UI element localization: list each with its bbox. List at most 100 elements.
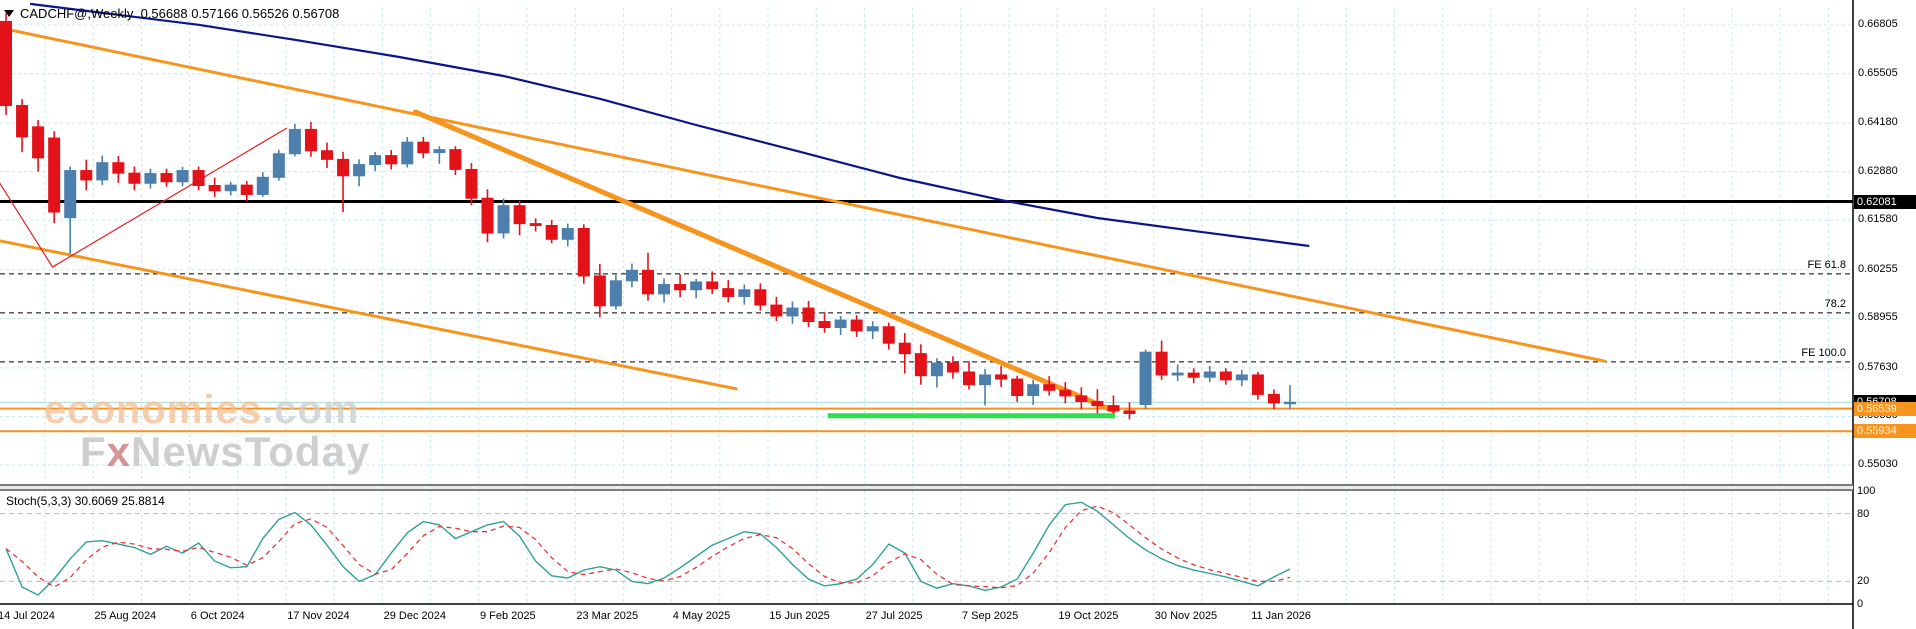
candle-body[interactable] (192, 170, 205, 187)
candle-body[interactable] (272, 153, 285, 178)
candle-body[interactable] (1203, 371, 1216, 378)
candle-body[interactable] (144, 173, 157, 184)
stoch-d-line[interactable] (5, 505, 1291, 589)
candle-body[interactable] (1235, 374, 1248, 381)
zigzag-line[interactable] (0, 127, 288, 268)
candle-body[interactable] (176, 170, 189, 183)
trendline-steep-resistance[interactable] (412, 109, 1116, 414)
candle-body[interactable] (738, 289, 751, 297)
x-axis-date-label[interactable]: 23 Mar 2025 (576, 610, 639, 622)
stoch-k-line[interactable] (5, 501, 1291, 596)
candle-body[interactable] (224, 184, 237, 192)
panel-separator[interactable] (0, 484, 1853, 491)
candle-body[interactable] (481, 197, 494, 234)
candle-body[interactable] (288, 128, 301, 155)
candle-body[interactable] (1187, 372, 1200, 378)
candle-body[interactable] (802, 307, 815, 323)
x-axis-date-label[interactable]: 14 Jul 2024 (0, 610, 55, 622)
candle-body[interactable] (417, 141, 430, 154)
candle-body[interactable] (256, 176, 269, 195)
x-axis-date-label[interactable]: 29 Dec 2024 (383, 610, 446, 622)
candle-body[interactable] (513, 205, 526, 225)
candle-body[interactable] (32, 126, 45, 159)
x-axis-date-label[interactable]: 19 Oct 2025 (1058, 610, 1119, 622)
candle-body[interactable] (1251, 374, 1264, 395)
candle-body[interactable] (497, 205, 510, 234)
candle-body[interactable] (1091, 401, 1104, 407)
x-axis-date-label[interactable]: 6 Oct 2024 (190, 610, 245, 622)
candle-body[interactable] (898, 342, 911, 355)
candle-body[interactable] (674, 284, 687, 291)
ma-line[interactable] (29, 2, 1310, 248)
candle-body[interactable] (1027, 384, 1040, 397)
candle-body[interactable] (160, 173, 173, 183)
candle-body[interactable] (577, 227, 590, 277)
symbol-dropdown-icon[interactable] (4, 10, 14, 17)
candle-body[interactable] (401, 141, 414, 165)
candle-body[interactable] (850, 319, 863, 332)
candle-body[interactable] (1059, 389, 1072, 397)
candle-body[interactable] (882, 326, 895, 344)
x-axis-date-label[interactable]: 7 Sep 2025 (962, 610, 1019, 622)
candle-body[interactable] (946, 362, 959, 373)
candle-body[interactable] (593, 275, 606, 307)
candle-body[interactable] (80, 170, 93, 181)
candle-body[interactable] (706, 281, 719, 290)
candle-body[interactable] (963, 371, 975, 386)
candle-body[interactable] (96, 162, 109, 181)
candle-body[interactable] (1043, 384, 1056, 391)
candle-body[interactable] (995, 374, 1008, 380)
candle-body[interactable] (690, 281, 703, 291)
candle-body[interactable] (433, 149, 446, 154)
candle-body[interactable] (866, 326, 879, 332)
candle-body[interactable] (1171, 372, 1184, 376)
candle-body[interactable] (128, 172, 141, 184)
candle-body[interactable] (914, 353, 927, 377)
x-axis-date-label[interactable]: 27 Jul 2025 (865, 610, 923, 622)
candle-body[interactable] (770, 304, 783, 317)
candle-body[interactable] (112, 162, 125, 174)
candle-body[interactable] (1155, 351, 1168, 376)
candle-body[interactable] (834, 319, 847, 329)
candle-body[interactable] (304, 128, 317, 152)
candle-body[interactable] (1139, 351, 1152, 405)
x-axis-date-label[interactable]: 17 Nov 2024 (287, 610, 350, 622)
candle-body[interactable] (1219, 371, 1232, 381)
candle-body[interactable] (449, 149, 462, 170)
candle-body[interactable] (609, 280, 622, 307)
candle-body[interactable] (642, 269, 654, 295)
candle-body[interactable] (0, 20, 12, 107)
candle-body[interactable] (208, 185, 221, 192)
candle-body[interactable] (321, 150, 333, 160)
candle-body[interactable] (240, 184, 253, 195)
candle-body[interactable] (1075, 395, 1088, 403)
candle-body[interactable] (385, 155, 398, 165)
candle-body[interactable] (545, 224, 558, 240)
candle-body[interactable] (658, 284, 671, 295)
candle-body[interactable] (722, 288, 735, 297)
candle-body[interactable] (1107, 405, 1120, 412)
candle-body[interactable] (1123, 410, 1136, 414)
candle-body[interactable] (979, 374, 992, 386)
x-axis-date-label[interactable]: 30 Nov 2025 (1154, 610, 1218, 622)
trendline-lower-channel[interactable] (0, 239, 738, 391)
candle-body[interactable] (48, 137, 61, 213)
candle-body[interactable] (786, 307, 799, 317)
candle-body[interactable] (1011, 378, 1024, 397)
candle-body[interactable] (561, 227, 574, 240)
candle-body[interactable] (930, 362, 943, 377)
candle-body[interactable] (529, 223, 542, 226)
candle-body[interactable] (337, 158, 350, 177)
candle-body[interactable] (64, 170, 77, 219)
candle-body[interactable] (1284, 401, 1296, 405)
candle-body[interactable] (625, 269, 638, 282)
trendline-upper-resistance[interactable] (0, 26, 1607, 363)
candle-body[interactable] (16, 105, 29, 138)
candle-body[interactable] (1267, 393, 1280, 404)
x-axis-date-label[interactable]: 15 Jun 2025 (769, 610, 830, 622)
x-axis-date-label[interactable]: 11 Jan 2026 (1251, 610, 1311, 622)
x-axis-date-label[interactable]: 9 Feb 2025 (480, 610, 536, 622)
x-axis-date-label[interactable]: 25 Aug 2024 (94, 610, 157, 622)
candle-body[interactable] (754, 289, 767, 306)
